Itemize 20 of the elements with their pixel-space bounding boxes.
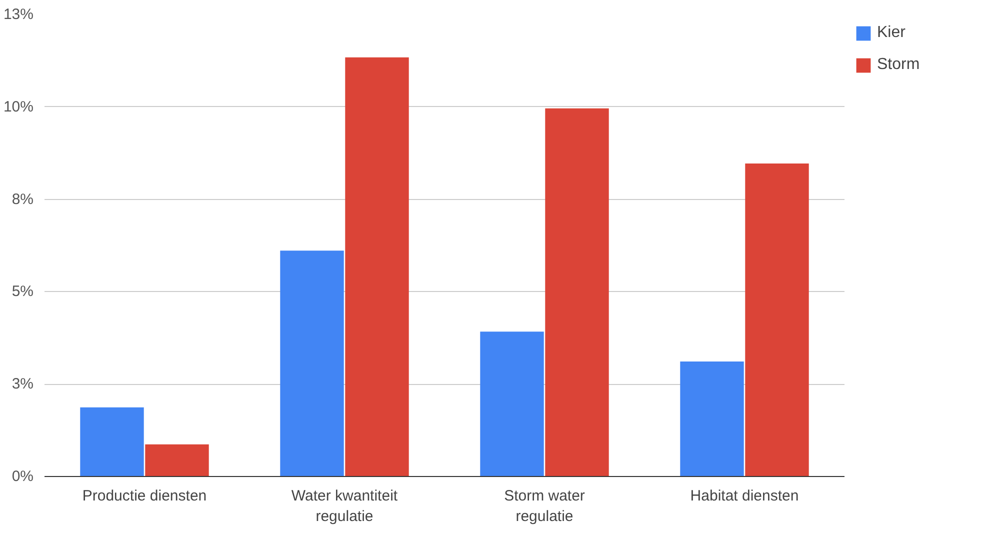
- y-tick-label: 0%: [12, 468, 34, 485]
- x-tick-label: Storm water regulatie: [504, 488, 585, 525]
- x-tick-label: Habitat diensten: [690, 488, 799, 504]
- bar: [545, 108, 609, 476]
- y-tick-label: 3%: [12, 376, 34, 393]
- bar: [145, 444, 209, 476]
- legend-label: Kier: [877, 24, 906, 42]
- y-tick-label: 8%: [12, 190, 34, 208]
- x-tick-label: Water kwantiteit regulatie: [291, 488, 398, 525]
- bar: [680, 362, 744, 476]
- legend-label: Storm: [877, 56, 920, 74]
- bar: [480, 332, 544, 476]
- y-tick-label: 10%: [3, 98, 34, 116]
- x-tick-label: Productie diensten: [82, 488, 207, 504]
- y-tick-label: 5%: [12, 283, 34, 300]
- bar: [80, 407, 144, 476]
- y-tick-label: 13%: [3, 6, 34, 23]
- bar: [745, 163, 809, 476]
- bar: [345, 57, 409, 476]
- bar: [280, 250, 344, 476]
